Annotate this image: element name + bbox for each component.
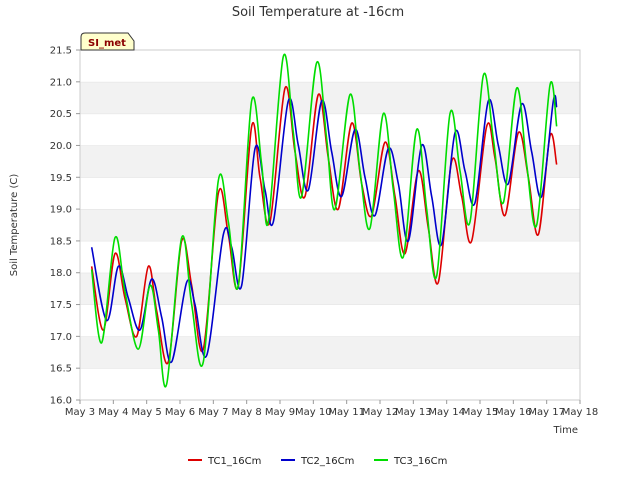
x-tick-label: May 6 [165,407,195,418]
legend-label: TC1_16Cm [207,456,261,467]
y-tick-label: 18.5 [50,236,72,247]
grid-band [80,368,580,400]
series-line-tc3-16cm [90,53,558,388]
x-tick-label: May 17 [528,407,565,418]
x-tick-label: May 14 [428,407,465,418]
y-tick-label: 16.5 [50,364,72,375]
y-tick-label: 18.0 [50,268,72,279]
x-tick-label: May 5 [132,407,162,418]
x-tick-label: May 3 [65,407,95,418]
x-tick-label: May 13 [395,407,432,418]
series-layer [90,53,558,388]
grid-band [80,209,580,241]
grid-band [80,240,580,273]
y-tick-label: 16.0 [50,396,72,407]
x-tick-label: May 10 [295,407,332,418]
x-tick-label: May 12 [362,407,399,418]
y-axis-label: Soil Temperature (C) [9,174,20,277]
x-tick-label: May 18 [562,407,599,418]
x-axis: May 3 May 4 May 5 May 6 May 7 May 8 May 9 May 1… [65,400,598,418]
y-tick-label: 19.5 [50,173,72,184]
y-tick-label: 20.5 [50,109,72,120]
grid-band [80,50,580,82]
legend-label: TC3_16Cm [393,456,447,467]
grid-band [80,336,580,369]
x-axis-label: Time [553,425,578,436]
legend-label: TC2_16Cm [300,456,354,467]
grid-band [80,272,580,305]
y-tick-label: 17.5 [50,300,72,311]
chart-title: Soil Temperature at -16cm [232,5,404,20]
x-tick-label: May 7 [198,407,228,418]
x-tick-label: May 4 [98,407,128,418]
x-tick-label: May 15 [462,407,499,418]
station-badge: SI_met [80,32,135,51]
station-badge-box [80,32,135,51]
x-tick-label: May 9 [265,407,295,418]
grid-band [80,81,580,114]
x-tick-label: May 8 [232,407,262,418]
y-tick-label: 21.5 [50,46,72,57]
legend: TC1_16Cm TC2_16Cm TC3_16Cm [188,456,447,467]
plot-frame [79,49,581,401]
series-line-tc2-16cm [90,94,558,363]
y-tick-label: 21.0 [50,77,72,88]
station-badge-label: SI_met [88,38,126,49]
x-tick-label: May 11 [328,407,365,418]
y-tick-label: 17.0 [50,332,72,343]
grid-bands [80,49,580,400]
y-tick-label: 19.0 [50,205,72,216]
y-axis: 16.0 16.5 17.0 17.5 18.0 18.5 19.0 19.5 20.0 20.5… [50,46,80,407]
y-tick-label: 20.0 [50,141,72,152]
x-tick-label: May 16 [495,407,532,418]
